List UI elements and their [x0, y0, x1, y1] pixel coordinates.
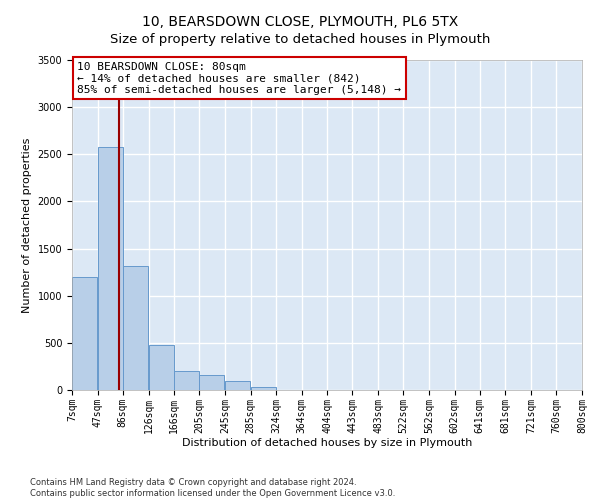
X-axis label: Distribution of detached houses by size in Plymouth: Distribution of detached houses by size … [182, 438, 472, 448]
Bar [72, 277, 97, 390]
Text: Size of property relative to detached houses in Plymouth: Size of property relative to detached ho… [110, 32, 490, 46]
Text: Contains HM Land Registry data © Crown copyright and database right 2024.
Contai: Contains HM Land Registry data © Crown c… [30, 478, 395, 498]
Y-axis label: Number of detached properties: Number of detached properties [22, 138, 32, 312]
Bar [174, 371, 199, 390]
Bar [98, 146, 123, 390]
Bar [251, 387, 276, 390]
Bar [199, 376, 224, 390]
Text: 10, BEARSDOWN CLOSE, PLYMOUTH, PL6 5TX: 10, BEARSDOWN CLOSE, PLYMOUTH, PL6 5TX [142, 15, 458, 29]
Text: 10 BEARSDOWN CLOSE: 80sqm
← 14% of detached houses are smaller (842)
85% of semi: 10 BEARSDOWN CLOSE: 80sqm ← 14% of detac… [77, 62, 401, 95]
Bar [123, 266, 148, 390]
Bar [225, 380, 250, 390]
Bar [149, 344, 173, 390]
